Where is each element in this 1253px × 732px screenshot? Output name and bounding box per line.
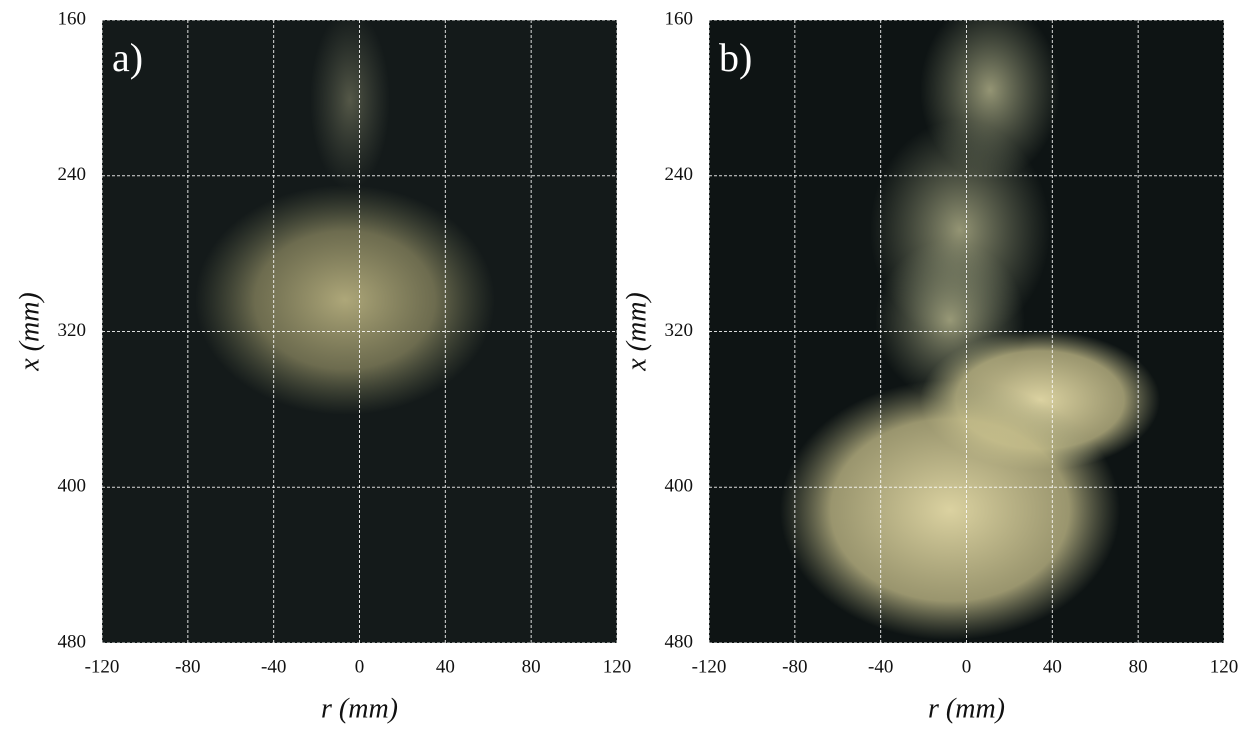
y-tick-label: 400 bbox=[58, 476, 87, 497]
panel-label: a) bbox=[112, 35, 143, 80]
y-axis-label: x (mm) bbox=[14, 292, 45, 372]
x-tick-label: -80 bbox=[175, 656, 200, 677]
y-tick-label: 480 bbox=[665, 631, 694, 652]
x-tick-label: 80 bbox=[1129, 656, 1148, 677]
x-tick-label: 80 bbox=[522, 656, 541, 677]
y-tick-label: 240 bbox=[58, 164, 87, 185]
x-tick-label: 0 bbox=[355, 656, 365, 677]
y-tick-label: 160 bbox=[58, 8, 87, 29]
x-tick-label: 120 bbox=[603, 656, 632, 677]
y-tick-label: 400 bbox=[665, 476, 694, 497]
y-tick-label: 320 bbox=[665, 320, 694, 341]
x-tick-label: -40 bbox=[261, 656, 286, 677]
x-tick-label: 40 bbox=[1043, 656, 1062, 677]
y-tick-label: 160 bbox=[665, 8, 694, 29]
x-tick-label: 120 bbox=[1210, 656, 1239, 677]
y-axis-label: x (mm) bbox=[621, 292, 652, 372]
y-tick-label: 240 bbox=[665, 164, 694, 185]
x-axis-label: r (mm) bbox=[321, 693, 398, 724]
panel-label: b) bbox=[719, 35, 752, 80]
x-tick-label: 0 bbox=[962, 656, 972, 677]
x-tick-label: -120 bbox=[692, 656, 727, 677]
x-tick-label: -40 bbox=[868, 656, 893, 677]
x-axis-label: r (mm) bbox=[928, 693, 1005, 724]
x-tick-label: 40 bbox=[436, 656, 455, 677]
x-tick-label: -120 bbox=[85, 656, 120, 677]
x-tick-label: -80 bbox=[782, 656, 807, 677]
y-tick-label: 480 bbox=[58, 631, 87, 652]
y-tick-label: 320 bbox=[58, 320, 87, 341]
